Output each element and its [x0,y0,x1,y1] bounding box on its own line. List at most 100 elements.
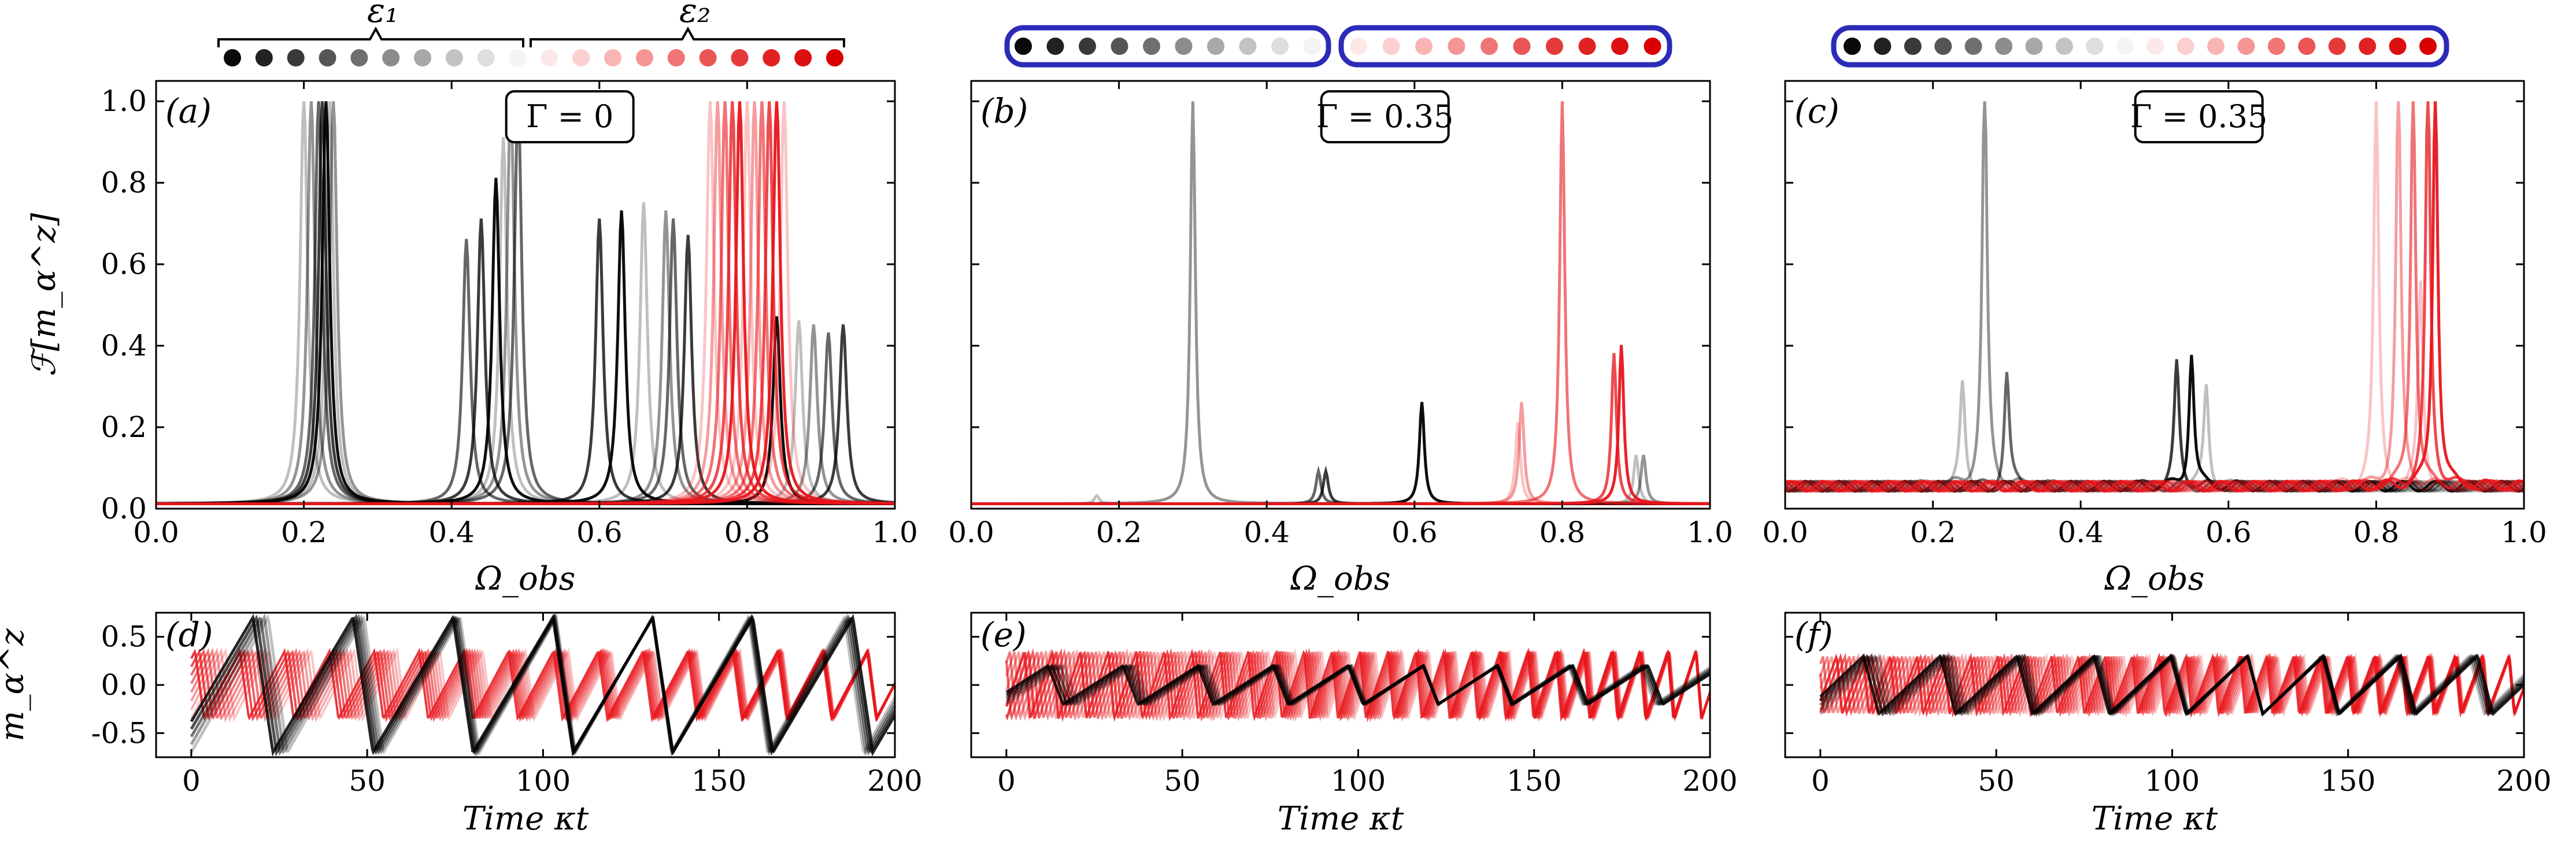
xlabel-c: Ω_obs [2104,560,2205,598]
legend-a-dot-1 [255,49,273,66]
xtick-label-d-3: 150 [691,764,746,798]
legend-c-dot-3 [1934,38,1952,55]
legend-b-dot-19 [1644,38,1661,55]
legend-a-dot-7 [445,49,463,66]
xlabel-e: Time κt [1278,800,1404,838]
legend-c-dot-4 [1964,38,1982,55]
legend-c-dot-8 [2086,38,2104,55]
ytick-label-d-2: -0.5 [91,716,147,750]
ylabel-d: m_α^z [0,628,31,742]
xtick-label-f-2: 100 [2145,764,2200,798]
xtick-label-f-4: 200 [2496,764,2551,798]
xtick-label-b-2: 0.4 [1243,516,1290,549]
legend-b-dot-10 [1350,38,1367,55]
axes-frame-b [970,80,1711,510]
ytick-label-a-5: 1.0 [101,84,147,118]
panel-label-a: (a) [165,91,212,131]
trace-e-black-0 [1005,663,1710,706]
xtick-label-e-0: 0 [997,764,1016,798]
xtick-label-e-4: 200 [1682,764,1737,798]
legend-dots-a [224,49,843,66]
legend-c-dot-13 [2237,38,2255,55]
xtick-label-a-0: 0.0 [133,516,179,549]
legend-a-dot-12 [604,49,622,66]
legend-a-dot-17 [763,49,780,66]
xtick-label-c-5: 1.0 [2501,516,2547,549]
eps1-label: ε₁ [367,0,398,30]
panel-e: 0 50 100 150 200 Time κt (e) [970,612,1738,838]
legend-c-dot-11 [2177,38,2194,55]
legend-a-dot-3 [319,49,336,66]
eps2-label: ε₂ [679,0,710,30]
trace-f-red-7 [1819,652,2524,718]
series-b-black-peak-1 [971,101,1710,505]
legend-b-dot-16 [1546,38,1563,55]
legend-a-dot-0 [224,49,241,66]
plot-area-a: Γ = 0 [156,90,895,505]
legend-group-eps2-b [1338,25,1672,68]
series-b-red-peak-4 [971,345,1710,505]
legend-a-dot-18 [794,49,812,66]
trace-f-black-4 [1819,653,2524,717]
legend-a-dot-15 [699,49,717,66]
legend-b-dot-0 [1015,38,1032,55]
xtick-label-a-3: 0.6 [576,516,623,549]
legend-panel-a: ε₁ ε₂ [217,0,845,66]
ytick-label-a-2: 0.4 [101,329,147,362]
xtick-label-d-0: 0 [182,764,201,798]
gamma-box-b [1320,90,1450,143]
xlabel-d: Time κt [462,800,589,838]
legend-b-dot-9 [1303,38,1321,55]
plot-area-c: Γ = 0.35 [1785,90,2524,493]
xtick-label-b-4: 0.8 [1539,516,1586,549]
xtick-label-d-1: 50 [349,764,386,798]
ylabel-a: ℱ[m_α^z] [25,213,63,376]
legend-b-dot-7 [1239,38,1257,55]
legend-panel-c [1831,25,2449,68]
ytick-label-a-1: 0.2 [101,410,147,444]
xtick-label-c-1: 0.2 [1910,516,1956,549]
ytick-label-d-0: 0.5 [101,620,147,654]
xtick-label-e-3: 150 [1507,764,1561,798]
legend-a-dot-14 [667,49,685,66]
xtick-label-b-1: 0.2 [1096,516,1142,549]
legend-a-dot-6 [414,49,432,66]
plot-area-f [1819,651,2524,718]
legend-group-all-c [1831,25,2449,68]
plot-area-b: Γ = 0.35 [971,90,1710,505]
legend-panel-b [1004,25,1672,68]
ytick-label-a-4: 0.8 [101,166,147,199]
xlabel-b: Ω_obs [1290,560,1391,598]
legend-c-dot-18 [2389,38,2407,55]
legend-group-eps1-b [1004,25,1331,68]
xtick-label-f-3: 150 [2320,764,2375,798]
panel-label-d: (d) [165,615,213,654]
ytick-label-d-1: 0.0 [101,668,147,702]
legend-a-dot-8 [477,49,495,66]
gamma-label-b: Γ = 0.35 [1316,98,1453,135]
series-a-red-peak-10 [156,101,895,505]
gamma-box-c [2134,90,2264,143]
series-a-red-peak-9 [156,101,895,505]
legend-c-dot-5 [1995,38,2013,55]
xlabel-f: Time κt [2092,800,2218,838]
xtick-label-c-0: 0.0 [1762,516,1808,549]
xtick-label-e-2: 100 [1331,764,1386,798]
gamma-box-a [505,90,635,143]
legend-a-dot-19 [826,49,843,66]
legend-b-dot-2 [1079,38,1096,55]
axes-frame-c [1784,80,2525,510]
legend-c-dot-7 [2055,38,2073,55]
legend-a-dot-9 [509,49,527,66]
xlabel-a: Ω_obs [475,560,576,598]
legend-b-dot-5 [1175,38,1193,55]
xtick-label-f-0: 0 [1811,764,1830,798]
panel-a: Γ = 0 0.0 0.2 0.4 0.6 0.8 1.0 0.0 0.2 0.4 0.6 0.8 1.… [25,80,918,598]
legend-b-dot-17 [1578,38,1596,55]
legend-b-dot-15 [1513,38,1531,55]
legend-a-dot-2 [287,49,305,66]
panel-f: 0 50 100 150 200 Time κt (f) [1784,612,2552,838]
series-c-red-peak-5 [1785,280,2524,493]
legend-c-dot-2 [1904,38,1922,55]
